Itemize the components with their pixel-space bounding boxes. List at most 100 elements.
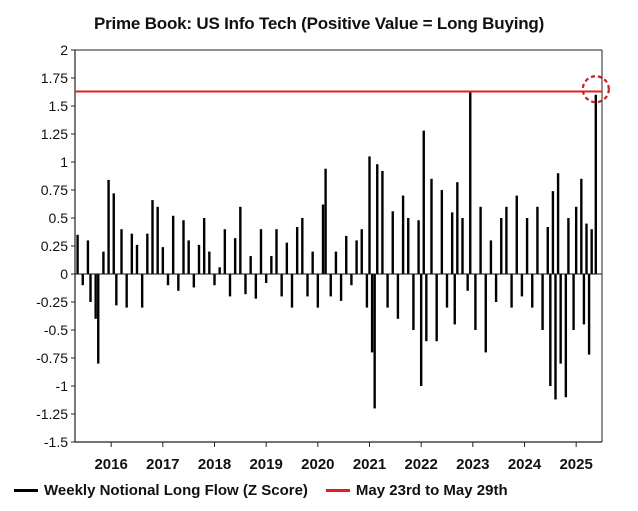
bar: [396, 274, 400, 319]
y-tick-label: 0.75: [41, 182, 68, 198]
y-tick-label: 0: [60, 266, 68, 282]
bar: [479, 206, 482, 274]
bar: [567, 218, 570, 274]
bar: [125, 274, 128, 308]
bar: [590, 229, 593, 274]
chart-title: Prime Book: US Info Tech (Positive Value…: [93, 14, 545, 33]
x-tick-label: 2021: [353, 456, 386, 473]
y-tick-label: 0.25: [41, 238, 68, 254]
bar: [391, 211, 394, 274]
bar: [187, 240, 190, 274]
bar: [435, 274, 438, 342]
bar: [453, 274, 456, 325]
bar: [536, 206, 539, 274]
bar: [461, 218, 464, 274]
bar: [500, 218, 503, 274]
bar: [345, 235, 348, 274]
bar: [445, 274, 449, 308]
bar: [494, 274, 498, 302]
bar: [324, 168, 327, 274]
bar: [202, 218, 206, 274]
bar: [525, 218, 529, 274]
bar: [249, 256, 252, 274]
bar: [76, 234, 79, 274]
y-tick-label: 1: [60, 154, 68, 170]
bar: [166, 274, 170, 286]
bar: [135, 244, 139, 274]
y-tick-label: 0.5: [49, 210, 69, 226]
bar: [515, 195, 518, 274]
bar: [228, 274, 232, 297]
y-tick-label: 2: [60, 42, 68, 58]
bar: [412, 274, 415, 330]
bar: [582, 274, 586, 325]
bar: [334, 251, 338, 274]
bar: [161, 247, 165, 274]
bar: [365, 274, 369, 308]
y-tick-label: -0.25: [36, 294, 68, 310]
bar: [440, 190, 444, 274]
bar: [140, 274, 144, 308]
bar: [270, 256, 273, 274]
x-tick-label: 2022: [404, 456, 437, 473]
bar: [290, 274, 294, 308]
bar: [115, 274, 118, 306]
bar: [422, 130, 425, 274]
bar: [419, 274, 423, 386]
bar: [86, 240, 90, 274]
axes: [74, 49, 603, 443]
bar: [89, 274, 92, 302]
bar: [94, 274, 97, 319]
bar: [417, 220, 420, 274]
bar: [585, 223, 588, 274]
bar: [484, 274, 487, 353]
y-tick-label: -1.25: [36, 406, 68, 422]
x-tick-label: 2016: [94, 456, 127, 473]
bar: [171, 215, 175, 274]
legend: Weekly Notional Long Flow (Z Score) May …: [14, 478, 634, 502]
bar-series: [76, 92, 597, 409]
bar: [355, 240, 358, 274]
x-tick-label: 2020: [301, 456, 334, 473]
bar: [559, 274, 562, 364]
bar: [223, 229, 227, 274]
legend-swatch-black: [14, 488, 38, 492]
bar: [520, 274, 524, 297]
bar: [208, 251, 211, 274]
y-tick-label: -0.5: [44, 322, 68, 338]
y-tick-label: 1.25: [41, 126, 68, 142]
y-axis-ticks: 2 1.75 1.5 1.25 1 0.75 0.5 0.25 0 -0.25 -0.5 -0.75 -…: [36, 42, 75, 450]
legend-label-may: May 23rd to May 29th: [355, 481, 508, 499]
bar: [259, 229, 263, 274]
bar: [339, 274, 343, 301]
x-axis-ticks: 2016 2017 2018 2019 2020 2021 2022 2023 2024 2025: [94, 442, 593, 473]
bar: [112, 193, 115, 274]
bar: [285, 242, 289, 274]
bar: [572, 274, 575, 330]
bar: [316, 274, 320, 308]
bar: [466, 274, 469, 291]
bar: [450, 212, 454, 274]
y-tick-label: -1: [56, 378, 69, 394]
bar: [401, 195, 405, 274]
y-tick-label: -0.75: [36, 350, 68, 366]
bar: [549, 274, 552, 386]
bar: [554, 274, 557, 400]
bar: [580, 178, 583, 274]
bar: [218, 267, 221, 274]
legend-swatch-red: [325, 488, 350, 492]
bar: [130, 233, 134, 274]
bar: [564, 274, 568, 398]
bar: [120, 229, 123, 274]
bar: [594, 94, 597, 274]
bar: [107, 179, 110, 274]
bar: [321, 204, 325, 274]
bar: [510, 274, 513, 308]
bar: [81, 274, 84, 286]
bar: [407, 218, 410, 274]
bar: [370, 274, 374, 353]
bar: [156, 206, 159, 274]
bar: [373, 274, 376, 409]
bar: [329, 274, 332, 297]
